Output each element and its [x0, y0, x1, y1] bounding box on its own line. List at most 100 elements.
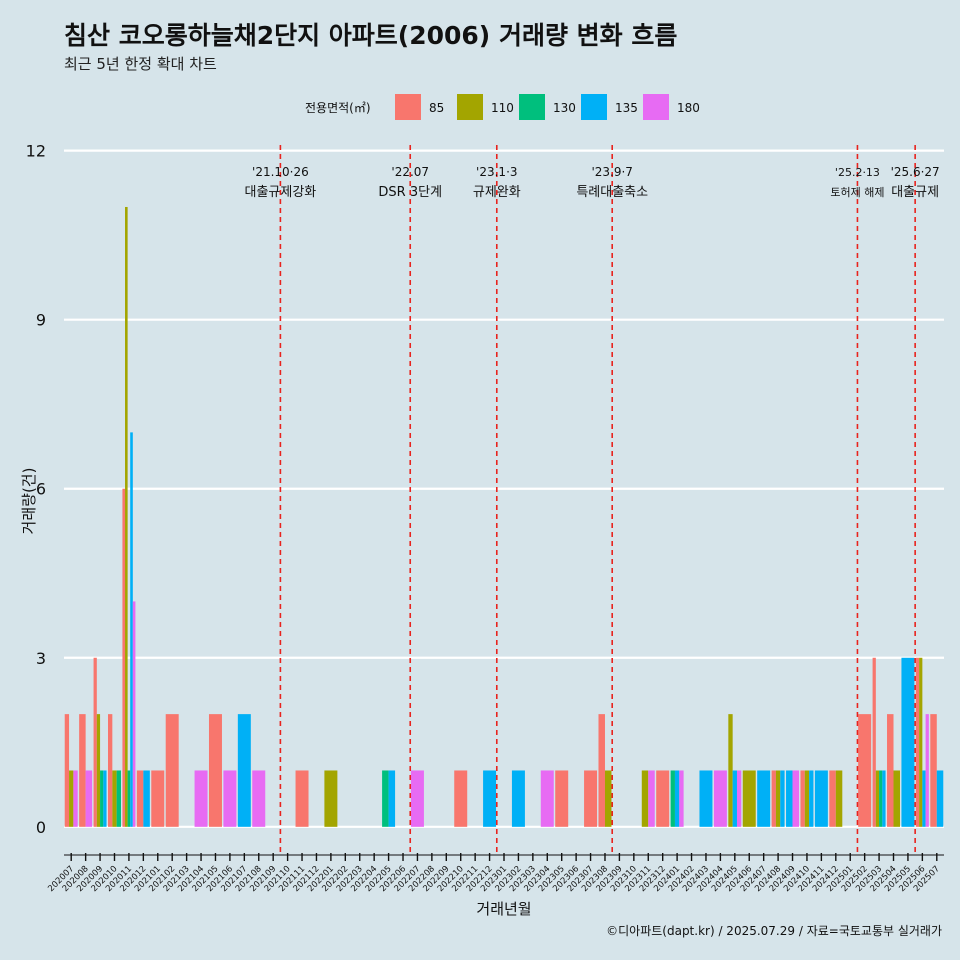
bar-85-202503 — [872, 657, 876, 827]
event-date-label: '23.1·3 — [476, 165, 517, 179]
bar-110-202311 — [641, 770, 649, 827]
bar-180-202401 — [679, 770, 684, 827]
bar-110-202011 — [125, 206, 128, 827]
bar-110-202009 — [96, 714, 101, 827]
bar-85-202410 — [800, 770, 805, 827]
bar-85-202102 — [165, 714, 179, 827]
bar-135-202212 — [483, 770, 497, 827]
bar-85-202010 — [108, 714, 113, 827]
axes: 2020072020082020092020102020112020122021… — [46, 853, 944, 894]
bar-110-202201 — [324, 770, 338, 827]
event-name-label: DSR 3단계 — [378, 185, 442, 200]
bar-180-202104 — [194, 770, 208, 827]
bar-135-202401 — [674, 770, 680, 827]
y-tick-label: 3 — [36, 649, 46, 668]
y-axis-label: 거래량(건) — [20, 468, 38, 535]
bar-110-202503 — [875, 770, 880, 827]
bar-180-202207 — [410, 770, 424, 827]
bar-135-202012 — [143, 770, 150, 827]
bar-85-202308 — [598, 714, 605, 827]
bar-85-202504 — [887, 714, 894, 827]
legend-swatch-135 — [581, 94, 607, 120]
bar-85-202305 — [555, 770, 569, 827]
chart-title: 침산 코오롱하늘채2단지 아파트(2006) 거래량 변화 흐름 — [64, 21, 677, 50]
bar-85-202105 — [208, 714, 222, 827]
bar-135-202410 — [809, 770, 814, 827]
bar-85-202506 — [915, 657, 920, 827]
legend-label: 85 — [429, 101, 444, 115]
bar-135-202302 — [511, 770, 525, 827]
legend-label: 135 — [615, 101, 638, 115]
legend-label: 110 — [491, 101, 514, 115]
bar-180-202007 — [73, 770, 78, 827]
legend-label: 180 — [677, 101, 700, 115]
legend-swatch-110 — [457, 94, 483, 120]
bar-110-202506 — [919, 657, 923, 827]
bar-180-202106 — [223, 770, 237, 827]
y-tick-label: 12 — [26, 142, 46, 161]
bar-85-202408 — [771, 770, 776, 827]
bar-110-202504 — [893, 770, 900, 827]
bar-130-202503 — [879, 770, 883, 827]
event-name-label: 특례대출축소 — [576, 185, 648, 200]
event-date-label: '25.6·27 — [891, 165, 940, 179]
event-date-label: '22.07 — [391, 165, 429, 179]
bar-130-202011 — [127, 770, 131, 827]
bar-135-202411 — [814, 770, 828, 827]
legend: 전용면적(㎡) 85 110 130 135 180 — [305, 94, 700, 120]
bar-180-202404 — [713, 770, 727, 827]
x-axis-label: 거래년월 — [476, 900, 531, 918]
bar-110-202007 — [69, 770, 74, 827]
bar-85-202502 — [858, 714, 872, 827]
legend-swatch-85 — [395, 94, 421, 120]
event-date-label: '23.9·7 — [591, 165, 632, 179]
event-name-label: 대출규제 — [891, 185, 939, 200]
y-tick-label: 9 — [36, 311, 46, 330]
bar-85-202012 — [136, 770, 144, 827]
bar-135-202009 — [103, 770, 107, 827]
y-tick-label: 6 — [36, 480, 46, 499]
gridlines: 0 3 6 9 12 — [26, 142, 944, 837]
bar-180-202311 — [648, 770, 655, 827]
bar-180-202008 — [85, 770, 93, 827]
bar-180-202304 — [540, 770, 554, 827]
bars — [64, 206, 944, 827]
bar-85-202307 — [584, 770, 598, 827]
bar-130-202401 — [670, 770, 675, 827]
bar-135-202408 — [780, 770, 785, 827]
bar-85-202101 — [151, 770, 165, 827]
bar-180-202506 — [925, 714, 929, 827]
bar-110-202308 — [604, 770, 612, 827]
legend-swatch-130 — [519, 94, 545, 120]
bar-180-202409 — [792, 770, 800, 827]
bar-135-202205 — [388, 770, 396, 827]
event-name-label: 토허제 해제 — [830, 185, 884, 199]
bar-180-202405 — [736, 770, 742, 827]
caption: ©디아파트(dapt.kr) / 2025.07.29 / 자료=국토교통부 실… — [606, 924, 942, 938]
bar-110-202408 — [775, 770, 781, 827]
bar-110-202412 — [835, 770, 843, 827]
bar-130-202205 — [382, 770, 389, 827]
legend-swatch-180 — [643, 94, 669, 120]
bar-135-202407 — [757, 770, 771, 827]
bar-85-202111 — [295, 770, 309, 827]
bar-85-202312 — [656, 770, 670, 827]
bar-135-202507 — [936, 770, 944, 827]
bar-135-202503 — [882, 770, 886, 827]
bar-180-202108 — [252, 770, 266, 827]
event-date-label: '21.10·26 — [252, 165, 309, 179]
y-tick-label: 0 — [36, 818, 46, 837]
event-name-label: 대출규제강화 — [245, 185, 317, 200]
bar-135-202409 — [786, 770, 793, 827]
bar-135-202505 — [901, 657, 915, 827]
event-name-label: 규제완화 — [473, 185, 521, 200]
bar-135-202403 — [699, 770, 713, 827]
bar-130-202009 — [100, 770, 104, 827]
bar-135-202506 — [922, 770, 926, 827]
bar-110-202405 — [728, 714, 733, 827]
bar-180-202011 — [132, 601, 136, 827]
bar-85-202507 — [930, 714, 937, 827]
bar-85-202007 — [64, 714, 70, 827]
bar-85-202008 — [79, 714, 86, 827]
